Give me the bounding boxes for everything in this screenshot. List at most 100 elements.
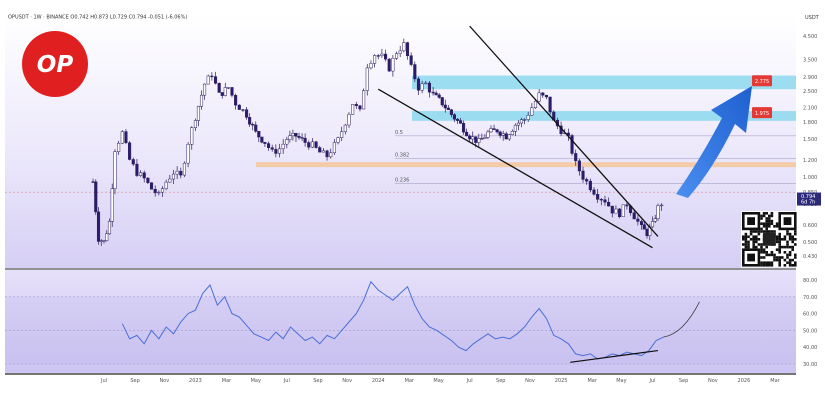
qr-module xyxy=(768,253,771,257)
candle xyxy=(533,100,538,108)
qr-module xyxy=(744,235,748,238)
candle xyxy=(443,104,447,109)
qr-module xyxy=(781,245,784,249)
qr-module xyxy=(791,240,794,244)
qr-module xyxy=(778,243,781,246)
price-tick-label: 0.430 xyxy=(803,254,817,260)
rsi-axis: 80.00 70.00 60.00 50.00 40.00 30.00 xyxy=(803,278,817,368)
candle xyxy=(458,120,463,124)
qr-module xyxy=(775,235,779,238)
qr-module xyxy=(788,253,792,257)
qr-module xyxy=(765,264,768,267)
candle xyxy=(314,141,318,148)
fib-levels: 0.5 0.382 0.236 xyxy=(5,130,796,193)
qr-module xyxy=(786,253,789,257)
qr-module xyxy=(775,225,779,228)
qr-module xyxy=(768,217,771,220)
qr-module xyxy=(770,219,774,223)
candle xyxy=(483,137,487,139)
qr-module xyxy=(765,253,768,257)
qr-module xyxy=(794,232,797,236)
candle xyxy=(220,92,224,96)
qr-module xyxy=(773,230,776,233)
qr-module xyxy=(778,256,781,259)
current-price-countdown: 6d 7h xyxy=(801,200,815,206)
time-tick-label: Nov xyxy=(342,378,352,384)
qr-module xyxy=(794,253,797,257)
candle xyxy=(492,128,496,130)
candle xyxy=(398,50,402,54)
qr-module xyxy=(752,245,755,249)
candle xyxy=(427,82,431,93)
time-tick-label: Mar xyxy=(405,378,415,384)
qr-module xyxy=(768,214,771,218)
price-tick-label: 1.800 xyxy=(803,120,817,126)
candle xyxy=(409,55,413,65)
candle xyxy=(203,83,207,96)
candles xyxy=(91,38,664,246)
target-box xyxy=(752,107,772,119)
candle xyxy=(498,131,502,136)
qr-module xyxy=(778,251,781,254)
candle xyxy=(186,144,190,164)
qr-module xyxy=(770,230,774,233)
qr-module xyxy=(768,219,771,223)
qr-module xyxy=(791,238,794,241)
qr-module xyxy=(778,258,781,262)
candle xyxy=(653,218,657,222)
candle xyxy=(391,57,395,72)
qr-module xyxy=(765,212,768,215)
candle xyxy=(102,240,106,242)
candle xyxy=(237,104,241,110)
candle xyxy=(171,173,176,180)
qr-module xyxy=(788,232,792,236)
qr-module xyxy=(742,238,745,241)
candle xyxy=(621,204,625,217)
candle xyxy=(300,137,304,139)
candle xyxy=(387,58,391,72)
qr-module xyxy=(781,238,784,241)
qr-module xyxy=(786,232,789,236)
candle xyxy=(354,104,358,106)
candle xyxy=(277,148,282,154)
qr-module xyxy=(791,258,794,262)
qr-module xyxy=(773,258,776,262)
candle xyxy=(480,138,484,140)
qr-module xyxy=(755,240,758,244)
candle xyxy=(585,179,589,182)
time-tick-label: Nov xyxy=(525,378,535,384)
qr-module xyxy=(773,225,776,228)
qr-module xyxy=(762,225,766,228)
up-arrow-icon xyxy=(676,86,752,198)
candle xyxy=(117,142,121,152)
qr-module xyxy=(755,235,758,238)
candle xyxy=(245,109,249,118)
qr-module xyxy=(791,235,794,238)
price-tick-label: 0.600 xyxy=(803,223,817,229)
qr-module xyxy=(786,230,789,233)
candle xyxy=(332,142,336,154)
candle xyxy=(321,150,325,153)
candle xyxy=(336,137,340,143)
qr-finder-core xyxy=(747,253,755,262)
candle xyxy=(510,130,514,136)
qr-finder-core xyxy=(747,217,755,225)
candle xyxy=(182,162,186,176)
qr-module xyxy=(788,235,792,238)
target-box xyxy=(752,75,772,87)
qr-module xyxy=(791,245,794,249)
candle xyxy=(120,131,124,144)
zone-support-band xyxy=(256,162,796,168)
candle xyxy=(164,181,168,189)
candle xyxy=(437,94,441,98)
candle xyxy=(234,95,238,106)
time-tick-label: Jul xyxy=(466,378,473,384)
candle xyxy=(650,221,655,228)
qr-module xyxy=(742,235,745,238)
qr-module xyxy=(794,256,797,259)
candle xyxy=(175,170,179,175)
qr-module xyxy=(752,235,755,238)
qr-module xyxy=(765,222,768,225)
qr-module xyxy=(791,248,794,251)
